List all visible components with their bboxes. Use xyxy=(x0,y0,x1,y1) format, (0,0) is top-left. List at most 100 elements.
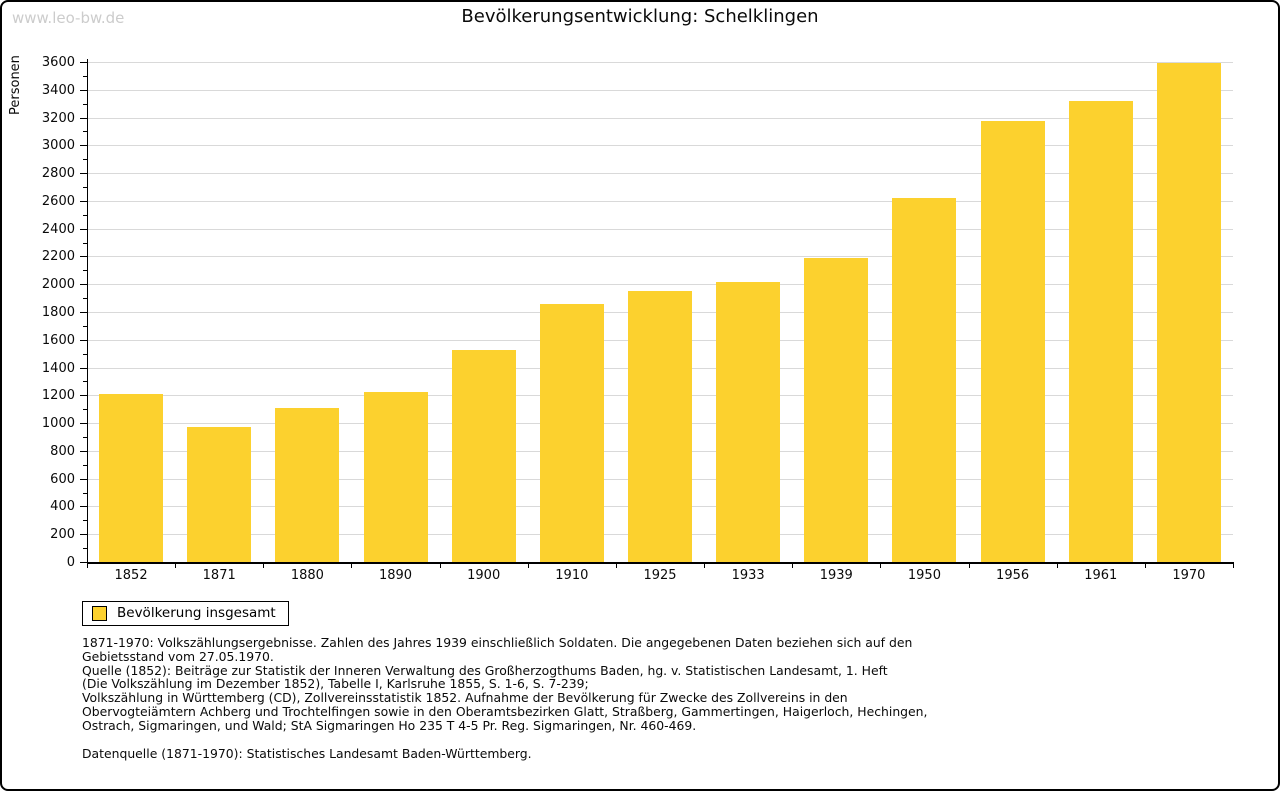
y-minor-tick xyxy=(83,381,87,383)
bar xyxy=(99,393,164,562)
y-minor-tick xyxy=(83,131,87,133)
x-tick-label: 1939 xyxy=(819,568,853,583)
x-tick-label: 1925 xyxy=(643,568,677,583)
y-major-tick xyxy=(80,367,87,369)
bar xyxy=(1156,62,1221,562)
y-axis-label: Personen xyxy=(8,55,23,115)
y-tick-label: 1800 xyxy=(41,305,75,320)
x-boundary-tick xyxy=(263,562,265,568)
x-boundary-tick xyxy=(1144,562,1146,568)
x-tick-label: 1933 xyxy=(731,568,765,583)
bar xyxy=(980,121,1045,562)
y-minor-tick xyxy=(83,270,87,272)
y-major-tick xyxy=(80,395,87,397)
y-minor-tick xyxy=(83,298,87,300)
y-major-tick xyxy=(80,200,87,202)
y-major-tick xyxy=(80,256,87,258)
y-tick-label: 2000 xyxy=(41,277,75,293)
y-major-tick xyxy=(80,534,87,536)
x-tick-label: 1950 xyxy=(907,568,941,583)
x-tick-label: 1871 xyxy=(202,568,236,583)
y-tick-label: 3400 xyxy=(41,82,75,98)
gridline xyxy=(87,200,1233,202)
bar xyxy=(187,427,252,562)
y-minor-tick xyxy=(83,103,87,105)
x-tick-label: 1900 xyxy=(467,568,501,583)
y-tick-label: 1600 xyxy=(41,332,75,348)
gridline xyxy=(87,284,1233,286)
y-minor-tick xyxy=(83,409,87,411)
page-title: Bevölkerungsentwicklung: Schelklingen xyxy=(461,6,819,27)
bar xyxy=(539,303,604,562)
legend: Bevölkerung insgesamt xyxy=(82,601,289,626)
y-minor-tick xyxy=(83,75,87,77)
y-major-tick xyxy=(80,339,87,341)
footer-notes: 1871-1970: Volkszählungsergebnisse. Zahl… xyxy=(82,635,928,733)
bar xyxy=(716,282,781,562)
gridline xyxy=(87,228,1233,230)
x-boundary-tick xyxy=(1056,562,1058,568)
y-tick-label: 200 xyxy=(50,527,75,543)
y-major-tick xyxy=(80,89,87,91)
x-tick-label: 1956 xyxy=(996,568,1030,583)
y-major-tick xyxy=(80,423,87,425)
x-boundary-tick xyxy=(439,562,441,568)
y-tick-label: 2200 xyxy=(41,249,75,265)
y-tick-label: 3000 xyxy=(41,138,75,154)
x-boundary-tick xyxy=(968,562,970,568)
y-tick-label: 2800 xyxy=(41,166,75,182)
y-major-tick xyxy=(80,450,87,452)
y-tick-label: 800 xyxy=(50,443,75,459)
bar xyxy=(804,257,869,562)
y-tick-label: 2400 xyxy=(41,221,75,237)
gridline xyxy=(87,117,1233,119)
bar xyxy=(1068,100,1133,562)
x-boundary-tick xyxy=(527,562,529,568)
y-major-tick xyxy=(80,117,87,119)
y-tick-label: 3200 xyxy=(41,110,75,126)
footer: 1871-1970: Volkszählungsergebnisse. Zahl… xyxy=(82,636,1222,760)
y-minor-tick xyxy=(83,437,87,438)
x-tick-label: 1910 xyxy=(555,568,589,583)
y-tick-label: 1400 xyxy=(41,360,75,376)
y-minor-tick xyxy=(83,187,87,188)
gridline xyxy=(87,62,1233,63)
gridline xyxy=(87,256,1233,258)
y-tick-label: 600 xyxy=(50,471,75,487)
watermark: www.leo-bw.de xyxy=(12,9,125,27)
bar xyxy=(451,349,516,562)
x-tick-label: 1970 xyxy=(1172,568,1206,583)
x-boundary-tick xyxy=(704,562,706,568)
y-tick-label: 0 xyxy=(66,555,75,570)
y-major-tick xyxy=(80,284,87,286)
y-tick-label: 1200 xyxy=(41,388,75,404)
y-major-tick xyxy=(80,478,87,480)
y-minor-tick xyxy=(83,214,87,216)
y-major-tick xyxy=(80,173,87,175)
gridline xyxy=(87,173,1233,175)
y-minor-tick xyxy=(83,353,87,355)
x-boundary-tick xyxy=(87,562,88,568)
gridline xyxy=(87,89,1233,91)
y-major-tick xyxy=(80,228,87,230)
x-boundary-tick xyxy=(792,562,794,568)
x-boundary-tick xyxy=(1233,562,1234,568)
y-minor-tick xyxy=(83,159,87,161)
bar xyxy=(363,391,428,562)
footer-datasource: Datenquelle (1871-1970): Statistisches L… xyxy=(82,745,532,761)
y-minor-tick xyxy=(83,492,87,494)
y-tick-label: 2600 xyxy=(41,193,75,209)
y-minor-tick xyxy=(83,464,87,466)
y-minor-tick xyxy=(83,520,87,522)
x-boundary-tick xyxy=(175,562,177,568)
x-boundary-tick xyxy=(351,562,353,568)
y-minor-tick xyxy=(83,325,87,327)
y-tick-label: 400 xyxy=(50,499,75,515)
y-minor-tick xyxy=(83,548,87,550)
y-major-tick xyxy=(80,62,87,63)
y-tick-label: 1000 xyxy=(41,416,75,432)
y-axis-line xyxy=(87,59,88,563)
y-major-tick xyxy=(80,145,87,147)
bar xyxy=(275,407,340,562)
